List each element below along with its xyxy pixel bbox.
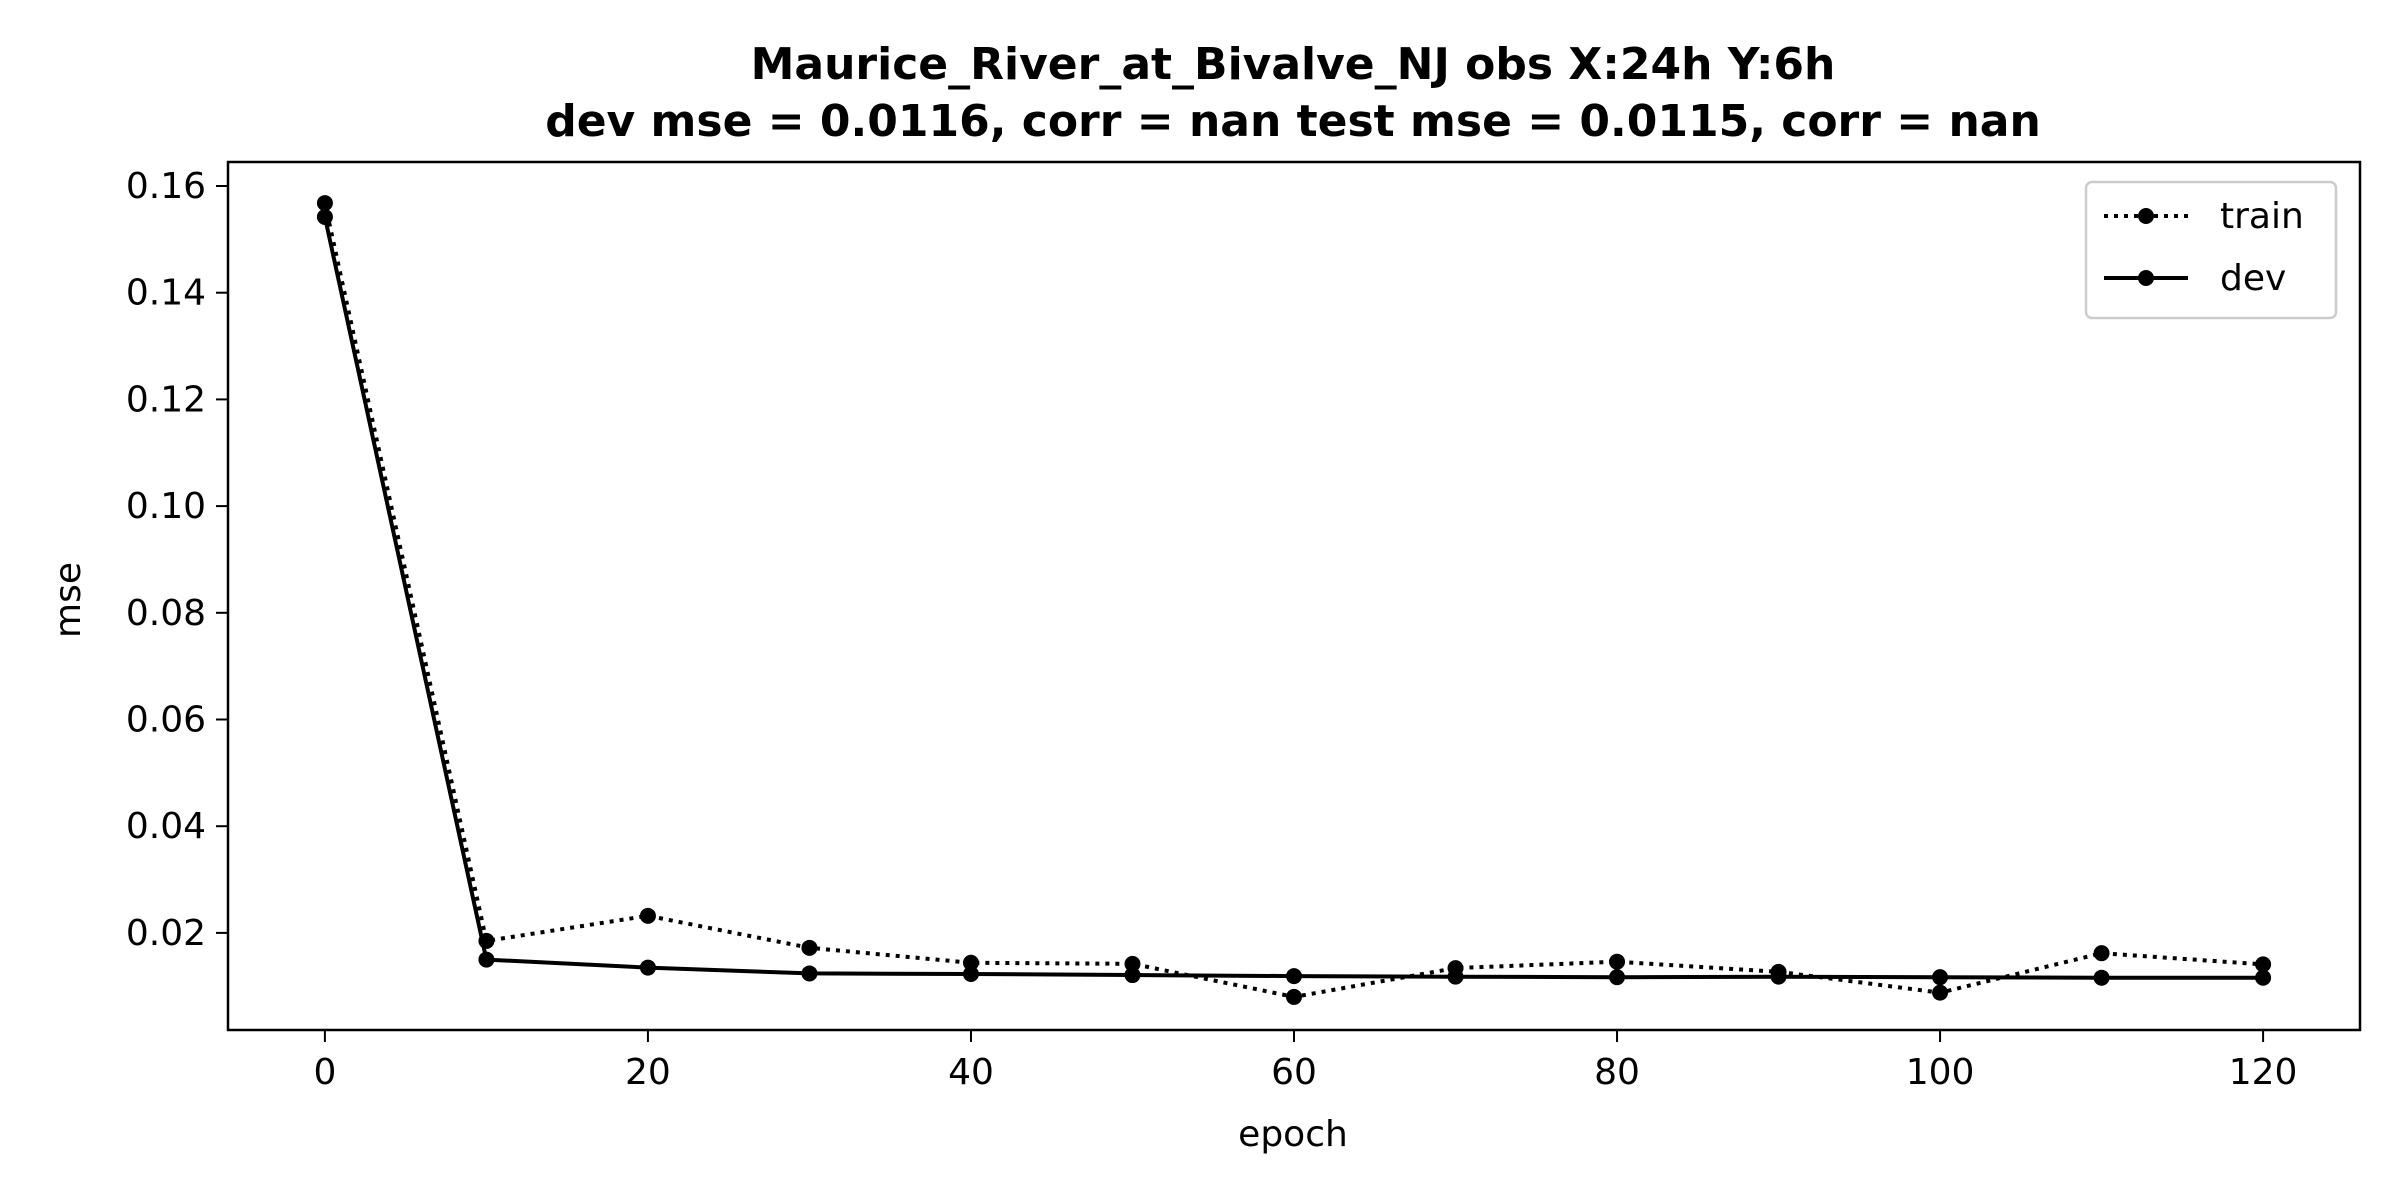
data-point-dev	[962, 965, 979, 982]
plot-area: 0 20 40 60 80 100 120 0.02 0.04 0.06 0.08 0.10 0.12 0…	[126, 160, 2362, 1093]
legend-marker-dev	[2138, 270, 2154, 286]
data-point-train	[1124, 955, 1141, 972]
y-axis-label: mse	[48, 562, 89, 638]
data-point-train	[2255, 956, 2272, 973]
data-point-train	[2093, 945, 2110, 962]
y-tick-label: 0.02	[126, 913, 206, 954]
data-point-dev	[2255, 969, 2272, 986]
x-tick-label: 0	[313, 1052, 336, 1093]
data-point-dev	[2093, 969, 2110, 986]
y-tick-label: 0.10	[126, 486, 206, 527]
chart-subtitle: dev mse = 0.0116, corr = nan test mse = …	[545, 96, 2041, 147]
x-tick-label: 60	[1271, 1052, 1317, 1093]
legend-label-dev: dev	[2220, 258, 2286, 299]
x-axis-label: epoch	[1238, 1114, 1348, 1155]
x-tick-label: 100	[1906, 1052, 1975, 1093]
data-point-dev	[1932, 969, 1949, 986]
x-tick-label: 40	[948, 1052, 994, 1093]
x-tick-label: 120	[2229, 1052, 2298, 1093]
data-point-dev	[478, 951, 495, 968]
data-point-train	[801, 939, 818, 956]
data-point-dev	[1609, 969, 1626, 986]
y-tick-label: 0.06	[126, 700, 206, 741]
data-point-dev	[1124, 967, 1141, 984]
data-point-dev	[1770, 968, 1787, 985]
legend-marker-train	[2138, 208, 2154, 224]
plot-frame	[226, 160, 2362, 1032]
legend-label-train: train	[2220, 196, 2304, 237]
data-point-dev	[639, 959, 656, 976]
y-tick-label: 0.16	[126, 166, 206, 207]
data-point-train	[1609, 953, 1626, 970]
data-point-dev	[1286, 968, 1302, 985]
data-point-train	[1932, 984, 1949, 1001]
data-point-dev	[801, 965, 818, 982]
y-tick-label: 0.14	[126, 273, 206, 314]
y-tick-label: 0.08	[126, 593, 206, 634]
data-point-dev	[1447, 968, 1464, 985]
data-point-train	[962, 954, 979, 971]
data-point-dev	[316, 208, 333, 225]
data-point-train	[316, 195, 333, 212]
y-tick-label: 0.04	[126, 806, 206, 847]
data-point-train	[639, 907, 656, 924]
x-tick-label: 20	[625, 1052, 671, 1093]
chart-title: Maurice_River_at_Bivalve_NJ obs X:24h Y:…	[751, 39, 1836, 90]
x-tick-label: 80	[1594, 1052, 1640, 1093]
data-point-train	[1286, 988, 1302, 1005]
y-tick-label: 0.12	[126, 379, 206, 420]
